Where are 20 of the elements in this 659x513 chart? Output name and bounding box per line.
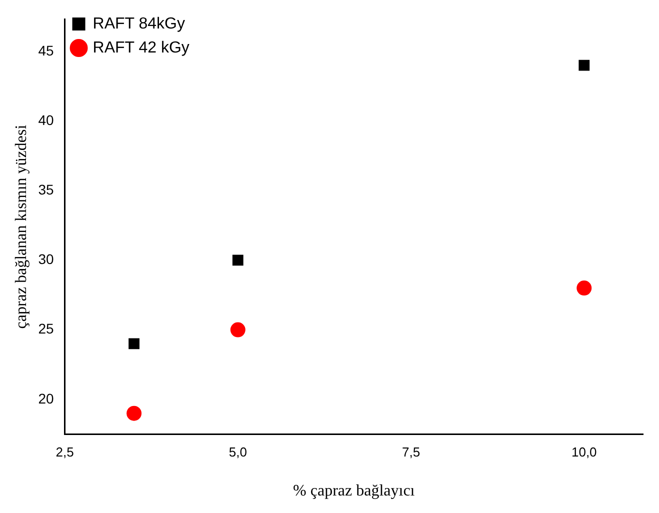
- y-axis-title: çapraz bağlanan kısmın yüzdesi: [12, 124, 30, 329]
- legend-label: RAFT 84kGy: [92, 15, 185, 32]
- y-tick-label: 25: [38, 320, 54, 337]
- y-tick-label: 35: [38, 181, 54, 198]
- legend-label: RAFT 42 kGy: [92, 39, 190, 56]
- x-axis-title: % çapraz bağlayıcı: [293, 482, 416, 500]
- point: [578, 60, 590, 71]
- x-tick-label: 2,5: [56, 444, 74, 460]
- x-tick-label: 5,0: [228, 444, 247, 460]
- point: [230, 322, 246, 338]
- point: [128, 338, 140, 350]
- x-tick-label: 10,0: [571, 444, 597, 460]
- point: [126, 406, 142, 421]
- y-tick-label: 30: [38, 251, 54, 268]
- x-tick-label: 7,5: [402, 444, 420, 460]
- point: [576, 280, 592, 296]
- y-tick-label: 45: [38, 42, 54, 58]
- y-tick-label: 40: [38, 112, 54, 128]
- point: [232, 254, 244, 266]
- y-tick-label: 20: [38, 390, 54, 406]
